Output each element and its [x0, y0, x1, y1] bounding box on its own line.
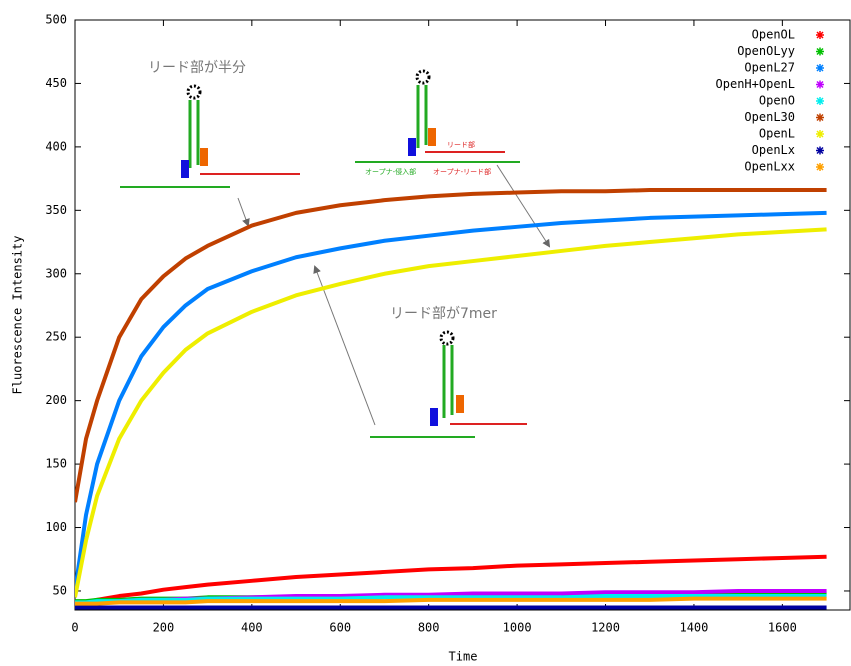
y-tick-label: 500	[45, 13, 67, 27]
legend-marker	[816, 31, 824, 39]
y-tick-label: 400	[45, 139, 67, 153]
annotation: リード部	[447, 140, 475, 149]
annotation: リード部が半分	[148, 60, 246, 76]
series-line	[75, 210, 827, 592]
legend-marker	[816, 113, 824, 122]
x-tick-label: 400	[241, 621, 263, 635]
series-group	[75, 188, 827, 610]
annotation: オープナ-リード部	[433, 167, 491, 176]
legend-label: OpenLxx	[744, 160, 795, 174]
y-tick-label: 350	[45, 203, 67, 217]
x-axis-label: Time	[449, 650, 478, 664]
legend-marker	[816, 47, 824, 56]
arrows	[237, 164, 551, 426]
x-tick-label: 1600	[768, 621, 797, 635]
series-line	[75, 596, 827, 606]
y-tick-label: 450	[45, 76, 67, 90]
y-axis-label: Fluorescence Intensity	[11, 236, 25, 395]
x-tick-label: 800	[418, 621, 440, 635]
series-line	[75, 227, 827, 598]
legend-label: OpenOLyy	[737, 44, 795, 58]
y-tick-label: 50	[53, 583, 67, 597]
legend-label: OpenLx	[752, 143, 795, 157]
y-tick-label: 100	[45, 520, 67, 534]
legend-marker	[816, 163, 824, 171]
x-tick-label: 1200	[591, 621, 620, 635]
x-tick-label: 200	[153, 621, 175, 635]
y-tick-label: 250	[45, 330, 67, 344]
x-tick-label: 0	[71, 621, 78, 635]
legend-label: OpenOL	[752, 28, 795, 42]
legend-marker	[816, 80, 824, 89]
legend-marker	[816, 64, 824, 72]
y-tick-label: 300	[45, 266, 67, 280]
y-tick-label: 150	[45, 457, 67, 471]
legend-marker	[816, 130, 824, 138]
legend-label: OpenO	[759, 94, 795, 108]
x-tick-label: 1000	[503, 621, 532, 635]
legend-label: OpenL	[759, 127, 795, 141]
y-tick-label: 200	[45, 393, 67, 407]
legend-marker	[816, 97, 824, 105]
annotation: オープナ-侵入部	[365, 167, 416, 176]
legend-label: OpenH+OpenL	[716, 77, 795, 91]
x-tick-label: 1400	[679, 621, 708, 635]
series-line	[75, 554, 827, 606]
legend-marker	[816, 146, 824, 155]
diagrams	[120, 69, 527, 438]
annotation: リード部が7mer	[390, 306, 497, 322]
x-tick-label: 600	[329, 621, 351, 635]
series-line	[75, 188, 827, 503]
legend-label: OpenL30	[744, 110, 795, 124]
plot-frame	[74, 19, 851, 611]
legend-label: OpenL27	[744, 61, 795, 75]
